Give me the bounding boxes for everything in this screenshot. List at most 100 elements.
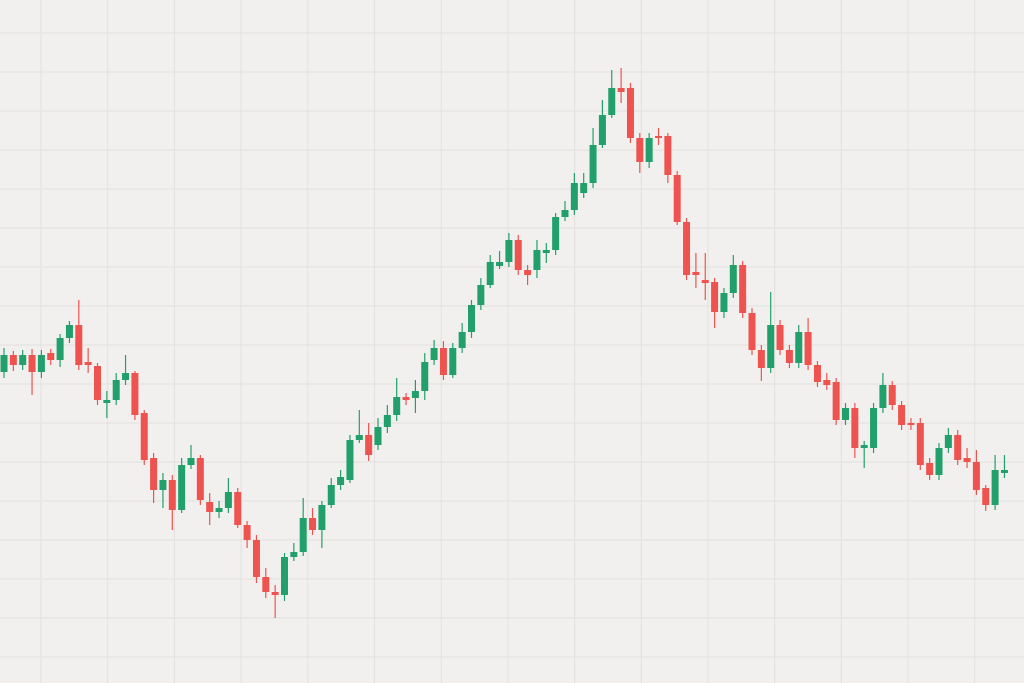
candle-body: [935, 448, 943, 475]
candle-body: [898, 405, 906, 425]
candle-body: [281, 557, 288, 595]
candle-body: [196, 458, 204, 500]
candle-body: [888, 385, 896, 405]
candle-body: [159, 480, 167, 490]
candle-body: [496, 262, 504, 266]
candle-body: [963, 458, 971, 462]
candle-body: [636, 138, 644, 162]
candle-body: [65, 325, 73, 338]
candle-body: [168, 480, 176, 510]
candle-body: [972, 462, 980, 490]
candle-body: [739, 265, 747, 313]
candle-body: [19, 355, 27, 365]
candle-body: [365, 435, 373, 455]
candle-body: [813, 365, 821, 382]
candle-body: [28, 355, 36, 372]
candle-body: [103, 400, 111, 403]
candle-body: [206, 502, 214, 512]
candle-body: [804, 332, 812, 365]
candle-body: [468, 305, 475, 332]
candle-body: [215, 508, 223, 512]
candle-body: [617, 88, 625, 92]
candle-body: [411, 391, 419, 398]
candle-body: [683, 222, 691, 275]
candle-body: [533, 250, 541, 270]
candle-body: [47, 353, 55, 360]
candle-body: [982, 488, 990, 505]
candle-body: [0, 355, 8, 372]
candle-body: [178, 465, 186, 510]
candle-body: [1000, 470, 1008, 473]
candle-body: [870, 408, 878, 448]
candle-body: [430, 348, 438, 360]
candle-body: [729, 265, 737, 293]
candle-body: [823, 380, 831, 385]
candle-body: [589, 145, 597, 183]
candle-body: [907, 423, 915, 425]
candle-body: [673, 175, 681, 222]
candle-body: [327, 485, 335, 505]
candle-body: [561, 210, 569, 217]
candle-body: [645, 138, 653, 162]
candle-body: [608, 88, 616, 115]
candle-body: [944, 435, 952, 448]
candle-body: [337, 477, 345, 485]
candle-body: [851, 408, 859, 448]
candle-body: [299, 518, 307, 552]
candle-body: [94, 366, 101, 400]
candle-body: [56, 338, 64, 360]
candle-body: [84, 362, 92, 365]
candle-body: [991, 470, 999, 505]
candle-body: [795, 332, 803, 363]
candle-body: [926, 463, 934, 475]
candle-body: [439, 348, 447, 375]
candle-body: [552, 217, 560, 250]
candle-body: [477, 285, 485, 305]
candle-body: [711, 282, 719, 312]
candle-body: [664, 136, 672, 175]
candle-body: [524, 270, 532, 275]
candle-body: [748, 313, 756, 350]
candle-body: [954, 435, 962, 460]
candle-body: [355, 435, 363, 440]
candle-body: [224, 492, 232, 508]
candle-body: [75, 325, 83, 365]
candle-body: [309, 518, 317, 530]
candle-body: [421, 362, 429, 391]
candle-body: [879, 385, 887, 408]
candle-body: [112, 380, 120, 400]
candle-body: [692, 272, 700, 275]
candle-body: [655, 136, 662, 138]
candle-body: [243, 525, 251, 540]
candle-body: [842, 408, 849, 420]
candle-body: [234, 492, 242, 525]
candle-body: [458, 332, 466, 348]
candle-body: [570, 183, 578, 210]
candle-body: [486, 262, 494, 285]
candle-body: [9, 355, 17, 365]
candle-body: [393, 397, 401, 415]
candle-body: [37, 355, 45, 372]
candle-body: [767, 325, 775, 368]
candle-body: [776, 325, 784, 350]
candle-body: [122, 373, 130, 380]
candle-body: [720, 293, 728, 312]
candle-body: [252, 540, 260, 577]
candle-body: [262, 577, 270, 592]
candle-body: [916, 423, 924, 465]
candle-body: [140, 413, 148, 460]
candle-body: [318, 505, 326, 530]
candle-body: [514, 240, 522, 270]
candle-body: [701, 280, 709, 283]
candle-body: [187, 458, 195, 465]
candle-body: [832, 382, 840, 420]
candle-body: [374, 427, 382, 445]
candle-body: [383, 415, 391, 427]
candle-body: [505, 240, 513, 262]
candle-body: [290, 552, 298, 557]
candle-body: [271, 592, 279, 595]
candle-body: [860, 445, 868, 448]
